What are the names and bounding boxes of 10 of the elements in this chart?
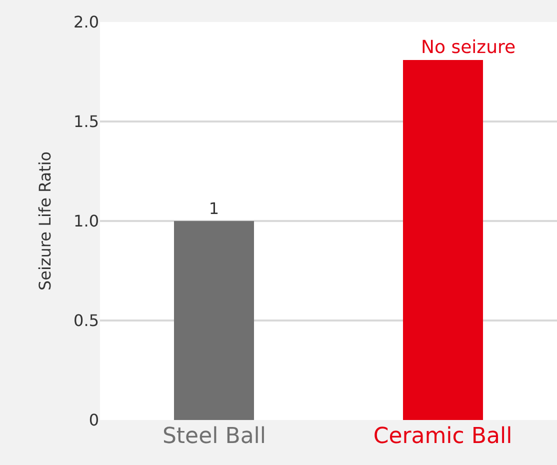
data-label: 1 bbox=[208, 199, 220, 218]
y-tick-label: 2.0 bbox=[74, 12, 99, 32]
x-tick-label: Steel Ball bbox=[162, 424, 266, 449]
y-tick-label: 1.5 bbox=[74, 112, 99, 132]
y-tick-label: 0.5 bbox=[74, 311, 99, 330]
y-axis-title: Seizure Life Ratio bbox=[35, 151, 54, 291]
x-tick-label: Ceramic Ball bbox=[373, 424, 512, 449]
annotation: No seizure bbox=[421, 37, 516, 58]
y-tick-label: 0 bbox=[88, 410, 99, 430]
y-tick-label: 1.0 bbox=[74, 212, 99, 231]
